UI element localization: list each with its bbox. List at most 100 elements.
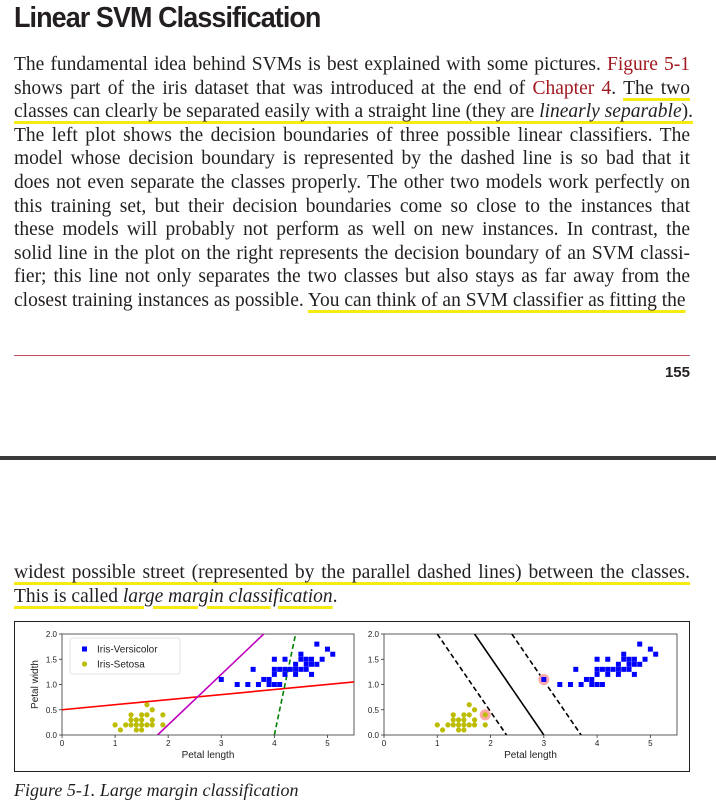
versicolor-point: [567, 682, 573, 687]
setosa-point: [133, 717, 139, 723]
versicolor-point: [287, 666, 293, 672]
versicolor-point: [266, 682, 272, 687]
legend-marker-versicolor: [82, 646, 87, 652]
setosa-point: [455, 722, 462, 728]
x-tick-label: 4: [272, 739, 277, 748]
versicolor-point: [250, 666, 256, 672]
y-tick-label: 1.5: [46, 655, 58, 664]
versicolor-point: [271, 656, 277, 662]
versicolor-point: [589, 676, 595, 682]
text-line: closest training instances as possible. …: [14, 289, 690, 313]
dashed-decision-line: [273, 634, 297, 735]
setosa-point: [149, 707, 155, 713]
y-tick-label: 0.5: [368, 706, 380, 715]
versicolor-point: [277, 666, 283, 672]
y-tick-label: 0.0: [46, 731, 58, 740]
setosa-point: [461, 727, 467, 733]
setosa-point: [440, 727, 446, 733]
versicolor-point: [653, 651, 659, 657]
text-segment: solid line in the plot on the right repr…: [14, 242, 690, 264]
text-line: The left plot shows the decision boundar…: [14, 124, 690, 148]
setosa-point: [482, 722, 488, 728]
cross-reference-link[interactable]: Figure 5-1: [606, 54, 690, 75]
page-break-divider: [0, 456, 716, 460]
versicolor-point: [615, 671, 621, 677]
versicolor-point: [282, 656, 288, 662]
versicolor-point: [282, 671, 288, 677]
x-axis-label: Petal length: [182, 750, 235, 761]
versicolor-point: [309, 661, 315, 667]
text-line: shows part of the iris dataset that was …: [14, 77, 690, 101]
setosa-point: [434, 722, 440, 728]
text-segment: .: [611, 77, 624, 99]
versicolor-point: [594, 682, 600, 687]
versicolor-point: [234, 682, 240, 687]
versicolor-point: [314, 661, 320, 667]
versicolor-point: [298, 656, 304, 662]
versicolor-point: [637, 661, 643, 667]
setosa-point: [117, 727, 123, 733]
y-tick-label: 1.5: [368, 655, 380, 664]
versicolor-point: [615, 666, 621, 672]
versicolor-point: [599, 666, 605, 672]
versicolor-point: [647, 646, 653, 652]
figure-5-1-plots: 0 1 2 3 4 5 0.0 0.5 1.0 1.5 2.0 Petal length Petal w…: [30, 630, 678, 761]
highlighted-text: You can think of an SVM classifier as fi…: [307, 289, 686, 311]
versicolor-point: [605, 656, 611, 662]
versicolor-point: [330, 651, 336, 657]
setosa-point: [144, 712, 150, 718]
setosa-point: [133, 727, 139, 733]
versicolor-point: [594, 671, 600, 677]
versicolor-point: [605, 666, 611, 672]
versicolor-point: [637, 641, 643, 647]
versicolor-point: [303, 656, 309, 662]
setosa-point: [144, 702, 150, 708]
setosa-point: [466, 722, 472, 728]
body-paragraph-1: The fundamental idea behind SVMs is best…: [14, 53, 693, 313]
y-tick-label: 1.0: [46, 681, 58, 690]
setosa-point: [450, 722, 456, 728]
versicolor-point: [245, 682, 251, 687]
versicolor-point: [610, 666, 616, 672]
cross-reference-link[interactable]: Chapter 4: [532, 77, 612, 99]
text-line: The fundamental idea behind SVMs is best…: [14, 53, 690, 77]
setosa-point: [133, 722, 139, 728]
versicolor-point: [266, 676, 272, 682]
versicolor-point: [621, 651, 627, 657]
y-axis-label: Petal width: [30, 660, 41, 709]
plot-axes-frame: [383, 633, 678, 736]
versicolor-point: [621, 666, 627, 672]
versicolor-point: [642, 656, 648, 662]
solid-decision-line: [157, 634, 265, 735]
text-segment: closest training instances as possible.: [14, 289, 308, 311]
versicolor-point: [298, 666, 304, 672]
x-tick-label: 4: [595, 739, 600, 748]
text-line: does not even separate the classes prope…: [14, 171, 690, 195]
setosa-point: [123, 722, 129, 728]
versicolor-point: [303, 666, 309, 672]
x-tick-label: 2: [166, 739, 171, 748]
setosa-point: [471, 722, 478, 728]
setosa-point: [112, 722, 118, 728]
versicolor-point: [282, 666, 288, 672]
versicolor-point: [218, 676, 224, 682]
setosa-point: [455, 717, 462, 723]
solid-decision-line: [62, 681, 354, 711]
dashed-decision-line: [436, 634, 508, 735]
legend-marker-setosa: [81, 661, 88, 667]
y-tick-label: 2.0: [368, 630, 380, 639]
setosa-point: [471, 707, 478, 713]
body-paragraph-2: widest possible street (represented by t…: [14, 561, 690, 608]
versicolor-point: [271, 682, 277, 687]
versicolor-point: [303, 661, 309, 667]
text-line: classes can clearly be separated easily …: [14, 100, 693, 124]
legend-label: Iris-Setosa: [97, 660, 145, 671]
legend-box: [69, 637, 181, 675]
versicolor-point: [631, 671, 637, 677]
versicolor-point: [626, 656, 632, 662]
setosa-point: [128, 722, 134, 728]
x-tick-label: 5: [325, 739, 330, 748]
figure-frame: 0 1 2 3 4 5 0.0 0.5 1.0 1.5 2.0 Petal length Petal w…: [14, 621, 690, 772]
y-tick-label: 1.0: [368, 681, 380, 690]
setosa-point: [445, 722, 451, 728]
